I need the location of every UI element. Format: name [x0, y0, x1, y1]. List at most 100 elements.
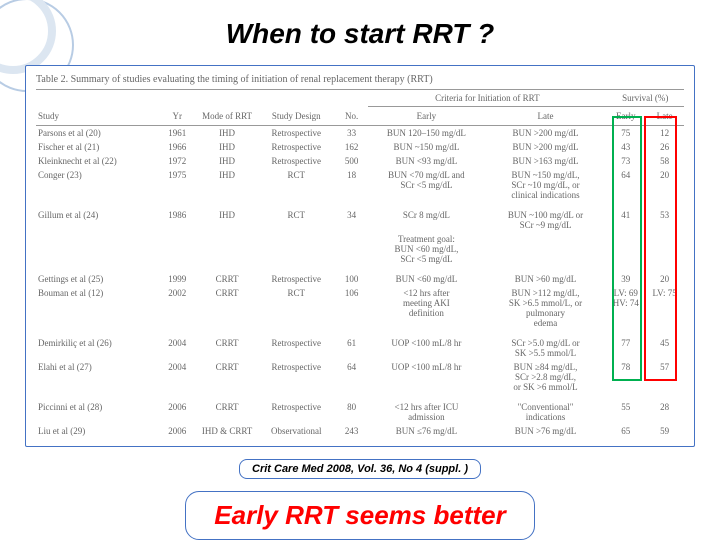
- table-cell: 100: [335, 266, 368, 286]
- table-cell: 34: [335, 202, 368, 232]
- table-cell: LV: 75: [645, 286, 684, 330]
- table-cell: 59: [645, 424, 684, 438]
- table-cell: <12 hrs after meeting AKI definition: [368, 286, 484, 330]
- table-cell: Retrospective: [258, 330, 336, 360]
- table-cell: IHD: [197, 126, 258, 141]
- table-caption: Table 2. Summary of studies evaluating t…: [36, 74, 684, 90]
- table-cell: 53: [645, 202, 684, 232]
- survival-spanner: Survival (%): [606, 90, 684, 107]
- col-no: No.: [335, 107, 368, 126]
- table-cell: CRRT: [197, 360, 258, 394]
- table-cell: 106: [335, 286, 368, 330]
- conclusion-text: Early RRT seems better: [185, 491, 534, 540]
- criteria-spanner: Criteria for Initiation of RRT: [368, 90, 606, 107]
- table-cell: UOP <100 mL/8 hr: [368, 360, 484, 394]
- table-row: Demirkiliç et al (26)2004CRRTRetrospecti…: [36, 330, 684, 360]
- table-cell: 2006: [158, 424, 197, 438]
- col-late-crit: Late: [485, 107, 607, 126]
- table-cell: Retrospective: [258, 360, 336, 394]
- col-design: Study Design: [258, 107, 336, 126]
- table-cell: BUN ~100 mg/dL or SCr ~9 mg/dL: [485, 202, 607, 232]
- table-cell: BUN ~150 mg/dL: [368, 140, 484, 154]
- table-row: Gettings et al (25)1999CRRTRetrospective…: [36, 266, 684, 286]
- table-row: Liu et al (29)2006IHD & CRRTObservationa…: [36, 424, 684, 438]
- col-yr: Yr: [158, 107, 197, 126]
- table-row: Conger (23)1975IHDRCT18BUN <70 mg/dL and…: [36, 168, 684, 202]
- table-cell: 2004: [158, 360, 197, 394]
- col-late-surv: Late: [645, 107, 684, 126]
- table-cell: CRRT: [197, 394, 258, 424]
- table-cell: CRRT: [197, 330, 258, 360]
- table-cell: BUN ~150 mg/dL, SCr ~10 mg/dL, or clinic…: [485, 168, 607, 202]
- table-row: Piccinni et al (28)2006CRRTRetrospective…: [36, 394, 684, 424]
- table-cell: IHD: [197, 202, 258, 232]
- table-cell: 64: [335, 360, 368, 394]
- table-cell: RCT: [258, 168, 336, 202]
- table-cell: 75: [606, 126, 645, 141]
- table-row: Fischer et al (21)1966IHDRetrospective16…: [36, 140, 684, 154]
- table-cell: 65: [606, 424, 645, 438]
- table-cell: BUN >200 mg/dL: [485, 126, 607, 141]
- table-cell: Demirkiliç et al (26): [36, 330, 158, 360]
- citation-wrapper: Crit Care Med 2008, Vol. 36, No 4 (suppl…: [0, 459, 720, 479]
- table-cell: UOP <100 mL/8 hr: [368, 330, 484, 360]
- table-cell: BUN >163 mg/dL: [485, 154, 607, 168]
- col-study: Study: [36, 107, 158, 126]
- table-cell: Retrospective: [258, 140, 336, 154]
- header-row: Study Yr Mode of RRT Study Design No. Ea…: [36, 107, 684, 126]
- table-cell: BUN <60 mg/dL: [368, 266, 484, 286]
- table-cell: SCr >5.0 mg/dL or SK >5.5 mmol/L: [485, 330, 607, 360]
- table-cell: BUN <93 mg/dL: [368, 154, 484, 168]
- table-cell: IHD: [197, 154, 258, 168]
- table-cell: 243: [335, 424, 368, 438]
- table-row: Gillum et al (24)1986IHDRCT34SCr 8 mg/dL…: [36, 202, 684, 232]
- table-cell: RCT: [258, 202, 336, 232]
- table-cell: IHD: [197, 168, 258, 202]
- table-row: Treatment goal: BUN <60 mg/dL, SCr <5 mg…: [36, 232, 684, 266]
- table-cell: 1999: [158, 266, 197, 286]
- table-cell: Gettings et al (25): [36, 266, 158, 286]
- table-cell: 162: [335, 140, 368, 154]
- conclusion-wrapper: Early RRT seems better: [0, 491, 720, 540]
- table-cell: 55: [606, 394, 645, 424]
- table-cell: IHD: [197, 140, 258, 154]
- page-title: When to start RRT ?: [0, 18, 720, 50]
- table-cell: 2004: [158, 330, 197, 360]
- table-cell: "Conventional" indications: [485, 394, 607, 424]
- table-cell: IHD & CRRT: [197, 424, 258, 438]
- table-cell: 2006: [158, 394, 197, 424]
- table-cell: 12: [645, 126, 684, 141]
- table-cell: 1972: [158, 154, 197, 168]
- table-cell: Piccinni et al (28): [36, 394, 158, 424]
- table-cell: BUN >60 mg/dL: [485, 266, 607, 286]
- citation-text: Crit Care Med 2008, Vol. 36, No 4 (suppl…: [239, 459, 481, 479]
- table-cell: 43: [606, 140, 645, 154]
- table-cell: Elahi et al (27): [36, 360, 158, 394]
- table-cell: 64: [606, 168, 645, 202]
- table-cell: 500: [335, 154, 368, 168]
- spanner-row: Criteria for Initiation of RRT Survival …: [36, 90, 684, 107]
- table-container: Table 2. Summary of studies evaluating t…: [25, 65, 695, 447]
- table-cell: 39: [606, 266, 645, 286]
- table-cell: Kleinknecht et al (22): [36, 154, 158, 168]
- table-row: Parsons et al (20)1961IHDRetrospective33…: [36, 126, 684, 141]
- col-mode: Mode of RRT: [197, 107, 258, 126]
- table-row: Bouman et al (12)2002CRRTRCT106<12 hrs a…: [36, 286, 684, 330]
- table-cell: BUN >112 mg/dL, SK >6.5 mmol/L, or pulmo…: [485, 286, 607, 330]
- table-cell: 1986: [158, 202, 197, 232]
- table-cell: Retrospective: [258, 126, 336, 141]
- table-cell: BUN 120–150 mg/dL: [368, 126, 484, 141]
- table-cell: CRRT: [197, 266, 258, 286]
- table-cell: BUN <70 mg/dL and SCr <5 mg/dL: [368, 168, 484, 202]
- table-cell: BUN >76 mg/dL: [485, 424, 607, 438]
- table-row: Kleinknecht et al (22)1972IHDRetrospecti…: [36, 154, 684, 168]
- table-cell: <12 hrs after ICU admission: [368, 394, 484, 424]
- table-row: Elahi et al (27)2004CRRTRetrospective64U…: [36, 360, 684, 394]
- table-cell: 73: [606, 154, 645, 168]
- table-cell: LV: 69 HV: 74: [606, 286, 645, 330]
- table-cell: Retrospective: [258, 394, 336, 424]
- table-cell: Retrospective: [258, 154, 336, 168]
- table-cell: Conger (23): [36, 168, 158, 202]
- table-cell: 61: [335, 330, 368, 360]
- table-cell: 77: [606, 330, 645, 360]
